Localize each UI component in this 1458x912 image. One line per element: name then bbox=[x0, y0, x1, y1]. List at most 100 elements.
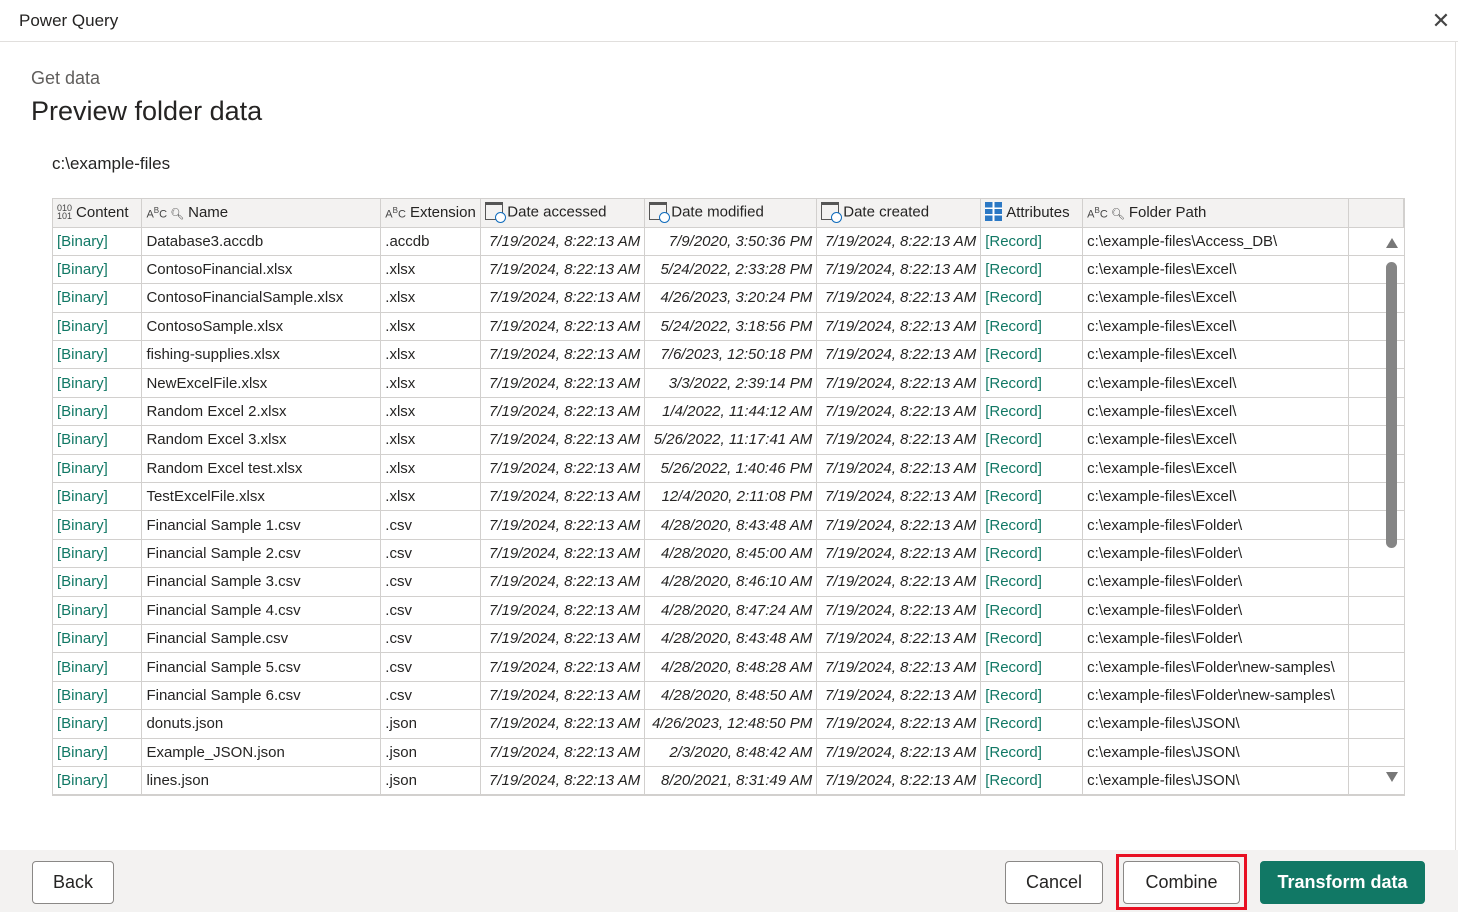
title-bar: Power Query ✕ bbox=[0, 0, 1458, 42]
row-filler bbox=[1348, 624, 1404, 654]
text-icon[interactable]: ABC bbox=[385, 205, 406, 221]
column-header-content[interactable]: 010 101 Content bbox=[53, 199, 143, 228]
folder-path-cell: c:\example-files\Excel\ bbox=[1082, 454, 1350, 484]
folder-path-cell: c:\example-files\JSON\ bbox=[1082, 709, 1350, 739]
content-cell[interactable]: [Binary] bbox=[53, 454, 143, 484]
content-cell[interactable]: [Binary] bbox=[53, 539, 143, 569]
attributes-cell[interactable]: [Record] bbox=[980, 368, 1084, 398]
date-accessed-cell: 7/19/2024, 8:22:13 AM bbox=[480, 738, 646, 767]
close-icon[interactable]: ✕ bbox=[1431, 8, 1451, 33]
content-cell[interactable]: [Binary] bbox=[53, 567, 143, 597]
folder-path-cell: c:\example-files\JSON\ bbox=[1082, 766, 1350, 795]
breadcrumb: Get data bbox=[31, 68, 101, 88]
cancel-button[interactable]: Cancel bbox=[1005, 861, 1103, 904]
date-created-cell: 7/19/2024, 8:22:13 AM bbox=[816, 709, 982, 739]
date-modified-cell: 4/28/2020, 8:46:10 AM bbox=[644, 567, 818, 597]
attributes-cell[interactable]: [Record] bbox=[980, 255, 1084, 285]
attributes-cell[interactable]: [Record] bbox=[980, 596, 1084, 625]
scroll-thumb[interactable] bbox=[1386, 262, 1397, 548]
content-cell[interactable]: [Binary] bbox=[53, 624, 143, 654]
date-accessed-cell: 7/19/2024, 8:22:13 AM bbox=[480, 539, 646, 569]
column-header-folder-path[interactable]: ABC 🔍︎ Folder Path bbox=[1082, 199, 1350, 228]
attributes-cell[interactable]: [Record] bbox=[980, 652, 1084, 682]
content-cell[interactable]: [Binary] bbox=[53, 738, 143, 767]
column-header-date-modified[interactable]: Date modified bbox=[644, 199, 818, 228]
date-accessed-cell: 7/19/2024, 8:22:13 AM bbox=[480, 397, 646, 427]
date-modified-cell: 4/28/2020, 8:45:00 AM bbox=[644, 539, 818, 569]
attributes-cell[interactable]: [Record] bbox=[980, 340, 1084, 370]
content-cell[interactable]: [Binary] bbox=[53, 652, 143, 682]
table-row: [Binary] ContosoFinancial.xlsx .xlsx 7/19/2… bbox=[53, 255, 1404, 285]
content-cell[interactable]: [Binary] bbox=[53, 510, 143, 540]
text-key-icon[interactable]: ABC 🔍︎ bbox=[1087, 205, 1125, 221]
text-key-icon[interactable]: ABC 🔍︎ bbox=[146, 205, 185, 221]
column-header-extension[interactable]: ABC Extension bbox=[380, 199, 482, 228]
table-row: [Binary] TestExcelFile.xlsx .xlsx 7/19/2024… bbox=[53, 482, 1404, 512]
content-cell[interactable]: [Binary] bbox=[53, 255, 143, 285]
preview-table: 010 101 Content ABC 🔍︎ Name ABC Extension Date … bbox=[52, 198, 1405, 796]
date-modified-cell: 4/28/2020, 8:43:48 AM bbox=[644, 510, 818, 540]
content-cell[interactable]: [Binary] bbox=[53, 340, 143, 370]
attributes-cell[interactable]: [Record] bbox=[980, 624, 1084, 654]
row-filler bbox=[1348, 709, 1404, 739]
attributes-cell[interactable]: [Record] bbox=[980, 709, 1084, 739]
content-cell[interactable]: [Binary] bbox=[53, 596, 143, 625]
attributes-cell[interactable]: [Record] bbox=[980, 482, 1084, 512]
attributes-cell[interactable]: [Record] bbox=[980, 567, 1084, 597]
table-row: [Binary] ContosoSample.xlsx .xlsx 7/19/2024… bbox=[53, 312, 1404, 342]
table-row: [Binary] Financial Sample 5.csv .csv 7/19/2… bbox=[53, 652, 1404, 682]
attributes-cell[interactable]: [Record] bbox=[980, 510, 1084, 540]
row-filler bbox=[1348, 596, 1404, 625]
column-label: Attributes bbox=[1006, 203, 1070, 221]
content-cell[interactable]: [Binary] bbox=[53, 709, 143, 739]
date-modified-cell: 5/26/2022, 11:17:41 AM bbox=[644, 425, 818, 455]
attributes-cell[interactable]: [Record] bbox=[980, 312, 1084, 342]
scroll-down-icon[interactable] bbox=[1386, 772, 1398, 782]
attributes-cell[interactable]: [Record] bbox=[980, 227, 1084, 256]
content-cell[interactable]: [Binary] bbox=[53, 425, 143, 455]
scroll-up-icon[interactable] bbox=[1386, 238, 1398, 248]
vertical-scrollbar[interactable] bbox=[1382, 234, 1402, 790]
column-header-attributes[interactable]: Attributes bbox=[980, 199, 1084, 228]
attributes-cell[interactable]: [Record] bbox=[980, 283, 1084, 313]
date-created-cell: 7/19/2024, 8:22:13 AM bbox=[816, 283, 982, 313]
date-accessed-cell: 7/19/2024, 8:22:13 AM bbox=[480, 227, 646, 256]
page-title: Preview folder data bbox=[31, 96, 263, 126]
back-button[interactable]: Back bbox=[32, 861, 114, 904]
column-header-name[interactable]: ABC 🔍︎ Name bbox=[141, 199, 382, 228]
attributes-cell[interactable]: [Record] bbox=[980, 425, 1084, 455]
content-cell[interactable]: [Binary] bbox=[53, 312, 143, 342]
attributes-cell[interactable]: [Record] bbox=[980, 738, 1084, 767]
name-cell: donuts.json bbox=[141, 709, 382, 739]
content-cell[interactable]: [Binary] bbox=[53, 482, 143, 512]
date-created-cell: 7/19/2024, 8:22:13 AM bbox=[816, 596, 982, 625]
datetime-icon[interactable] bbox=[821, 202, 843, 224]
content-cell[interactable]: [Binary] bbox=[53, 227, 143, 256]
date-created-cell: 7/19/2024, 8:22:13 AM bbox=[816, 425, 982, 455]
content-cell[interactable]: [Binary] bbox=[53, 681, 143, 711]
datetime-icon[interactable] bbox=[485, 202, 507, 224]
content-cell[interactable]: [Binary] bbox=[53, 766, 143, 795]
attributes-cell[interactable]: [Record] bbox=[980, 681, 1084, 711]
name-cell: Financial Sample 3.csv bbox=[141, 567, 382, 597]
record-icon[interactable] bbox=[985, 201, 1003, 224]
transform-data-button[interactable]: Transform data bbox=[1260, 861, 1425, 904]
table-row: [Binary] Random Excel test.xlsx .xlsx 7/19/… bbox=[53, 454, 1404, 484]
column-label: Extension bbox=[409, 204, 476, 222]
attributes-cell[interactable]: [Record] bbox=[980, 397, 1084, 427]
date-created-cell: 7/19/2024, 8:22:13 AM bbox=[816, 652, 982, 682]
column-header-date-accessed[interactable]: Date accessed bbox=[480, 199, 646, 228]
table-row: [Binary] ContosoFinancialSample.xlsx .xlsx… bbox=[53, 283, 1404, 313]
attributes-cell[interactable]: [Record] bbox=[980, 454, 1084, 484]
binary-icon[interactable]: 010 101 bbox=[57, 202, 73, 221]
date-modified-cell: 4/26/2023, 3:20:24 PM bbox=[644, 283, 818, 313]
combine-button[interactable]: Combine bbox=[1123, 861, 1240, 904]
column-header-date-created[interactable]: Date created bbox=[816, 199, 982, 228]
column-label: Date modified bbox=[671, 203, 764, 221]
content-cell[interactable]: [Binary] bbox=[53, 368, 143, 398]
content-cell[interactable]: [Binary] bbox=[53, 283, 143, 313]
attributes-cell[interactable]: [Record] bbox=[980, 539, 1084, 569]
datetime-icon[interactable] bbox=[649, 202, 671, 224]
content-cell[interactable]: [Binary] bbox=[53, 397, 143, 427]
attributes-cell[interactable]: [Record] bbox=[980, 766, 1084, 795]
